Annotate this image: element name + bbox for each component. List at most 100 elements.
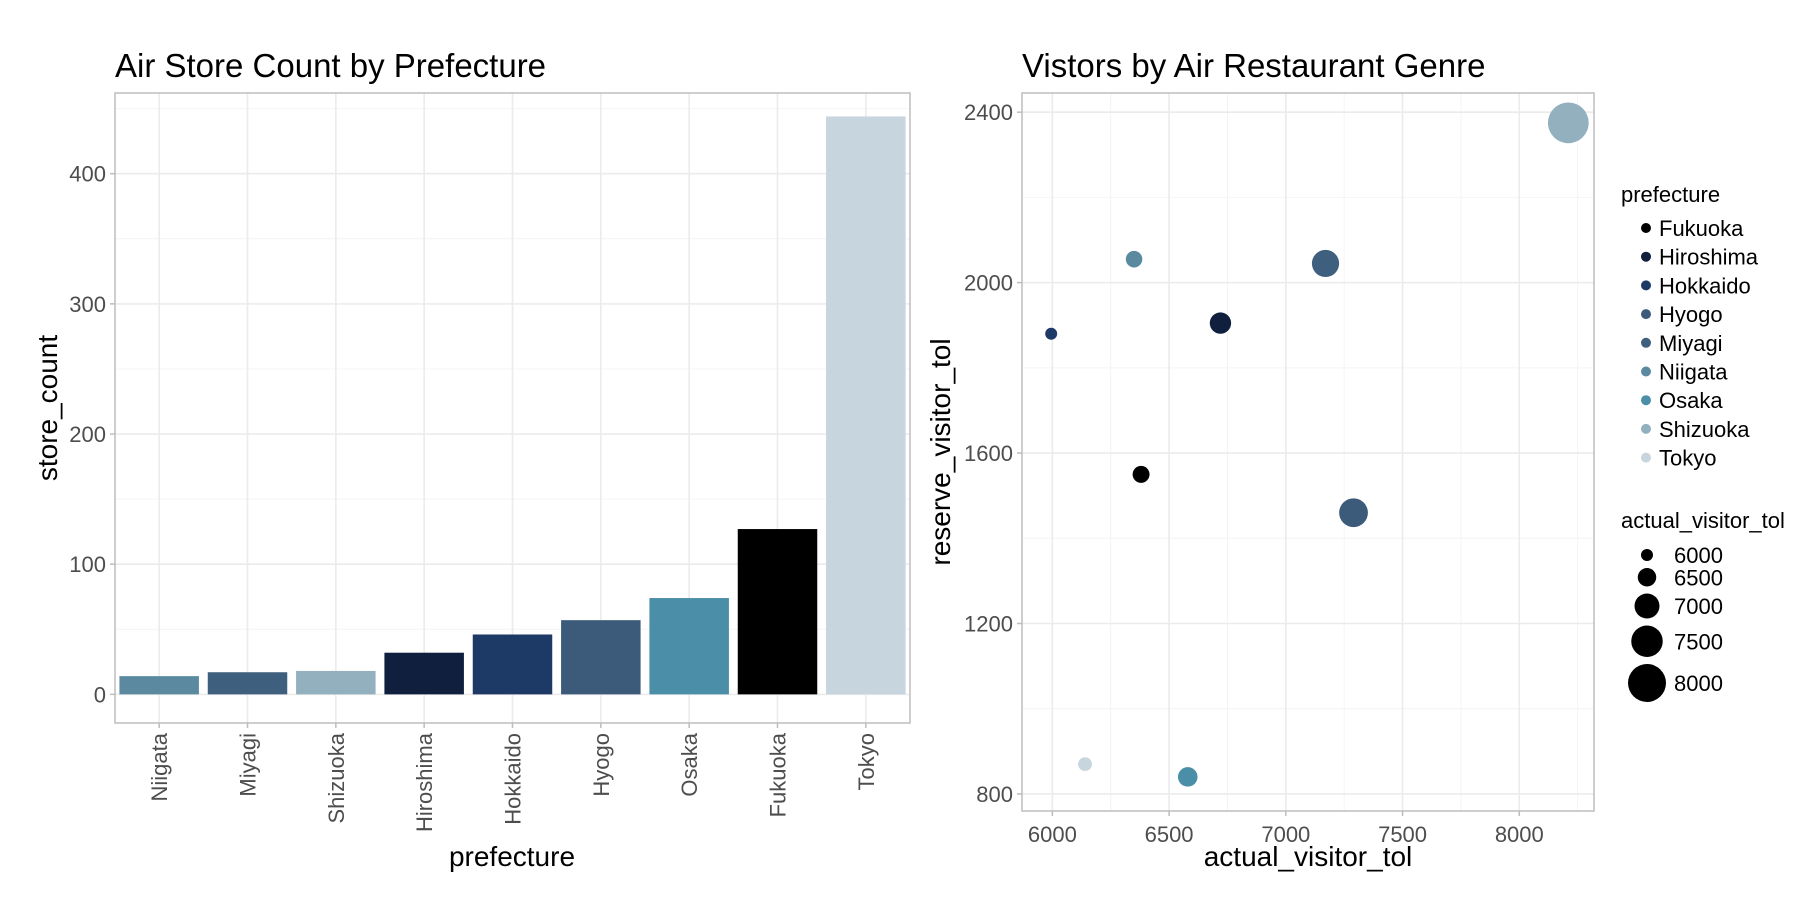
- point-shizuoka: [1547, 102, 1589, 144]
- color-legend-entries: Fukuoka Hiroshima Hokkaido Hyogo Miyagi Niiga…: [1641, 216, 1759, 471]
- size-legend-label: 6000: [1674, 543, 1723, 568]
- point-fukuoka: [1132, 465, 1150, 483]
- color-legend-swatch: [1641, 223, 1651, 233]
- bar-chart: Air Store Count by Prefecture 0 100 200 300…: [32, 47, 911, 872]
- scatter-y-tick-label: 1600: [964, 441, 1013, 466]
- color-legend-label: Shizuoka: [1659, 417, 1750, 442]
- scatter-y-axis-title: reserve_visitor_tol: [925, 338, 956, 565]
- size-legend-entry: 7500: [1631, 625, 1723, 657]
- point-niigata: [1125, 250, 1143, 268]
- bar-hokkaido: [472, 634, 553, 695]
- bar-x-tick-label: Hokkaido: [501, 733, 526, 825]
- scatter-chart: Vistors by Air Restaurant Genre 6000 6500…: [925, 47, 1595, 872]
- bar-fukuoka: [737, 529, 818, 695]
- bar-y-tick-label: 400: [69, 162, 106, 187]
- bar-x-tick-label: Niigata: [147, 732, 172, 801]
- point-hyogo: [1339, 498, 1368, 528]
- size-legend-entry: 8000: [1628, 664, 1723, 702]
- scatter-x-axis-title: actual_visitor_tol: [1204, 841, 1413, 872]
- point-osaka: [1177, 767, 1198, 787]
- size-legend-title: actual_visitor_tol: [1621, 508, 1785, 533]
- color-legend-entry: Hiroshima: [1641, 245, 1759, 270]
- scatter-y-tick-label: 2000: [964, 271, 1013, 296]
- scatter-chart-title: Vistors by Air Restaurant Genre: [1022, 47, 1485, 84]
- size-legend-entry: 6500: [1637, 565, 1723, 590]
- bar-y-tick-label: 100: [69, 552, 106, 577]
- color-legend-title: prefecture: [1621, 182, 1720, 207]
- color-legend-swatch: [1641, 251, 1651, 262]
- bar-shizuoka: [296, 670, 376, 695]
- bar-bars: [119, 116, 906, 695]
- scatter-y-tick-label: 800: [976, 782, 1013, 807]
- scatter-x-tick-label: 7500: [1378, 822, 1427, 847]
- size-legend-label: 7000: [1674, 594, 1723, 619]
- color-legend-label: Hokkaido: [1659, 273, 1751, 298]
- size-legend-entry: 6000: [1641, 543, 1723, 568]
- bar-x-tick-label: Shizuoka: [324, 732, 349, 823]
- bar-x-tick-label: Osaka: [677, 732, 702, 796]
- bar-x-tick-label: Hiroshima: [412, 732, 437, 832]
- size-legend-label: 7500: [1674, 629, 1723, 654]
- color-legend-swatch: [1641, 280, 1651, 291]
- bar-osaka: [649, 598, 729, 695]
- color-legend-label: Fukuoka: [1659, 216, 1744, 241]
- bar-x-tick-label: Hyogo: [589, 733, 614, 797]
- bar-x-tick-label: Tokyo: [854, 733, 879, 790]
- bar-hiroshima: [384, 652, 464, 695]
- bar-x-tick-label: Fukuoka: [766, 732, 791, 817]
- color-legend-swatch: [1641, 309, 1651, 320]
- size-legend-swatch: [1628, 664, 1666, 702]
- bar-niigata: [119, 676, 199, 695]
- color-legend-entry: Shizuoka: [1641, 417, 1750, 442]
- size-legend-swatch: [1637, 568, 1657, 587]
- scatter-y-tick-label: 2400: [964, 100, 1013, 125]
- point-tokyo: [1078, 757, 1092, 772]
- color-legend-swatch: [1641, 423, 1651, 434]
- color-legend-entry: Niigata: [1641, 360, 1728, 385]
- bar-ticks: 0 100 200 300 400 Niigata Miyagi Shizuoka Hirosh…: [69, 162, 879, 832]
- color-legend-label: Miyagi: [1659, 331, 1723, 356]
- scatter-x-tick-label: 8000: [1495, 822, 1544, 847]
- color-legend-label: Hiroshima: [1659, 245, 1759, 270]
- bar-y-tick-label: 200: [69, 422, 106, 447]
- size-legend-entry: 7000: [1634, 593, 1723, 619]
- size-legend-swatch: [1631, 625, 1663, 657]
- color-legend-entry: Tokyo: [1641, 446, 1716, 471]
- bar-chart-title: Air Store Count by Prefecture: [115, 47, 546, 84]
- bar-y-axis-title: store_count: [32, 335, 63, 482]
- scatter-x-tick-label: 7000: [1261, 822, 1310, 847]
- size-legend-label: 6500: [1674, 565, 1723, 590]
- size-legend-label: 8000: [1674, 671, 1723, 696]
- bar-y-tick-label: 300: [69, 292, 106, 317]
- color-legend-label: Niigata: [1659, 360, 1728, 385]
- color-legend-swatch: [1641, 395, 1651, 406]
- color-legend-entry: Hokkaido: [1641, 273, 1751, 298]
- scatter-grid: [1022, 93, 1594, 811]
- scatter-y-tick-label: 1200: [964, 612, 1013, 637]
- bar-miyagi: [207, 672, 288, 695]
- bar-tokyo: [826, 116, 906, 695]
- scatter-ticks: 6000 6500 7000 7500 8000 800 1200 1600 2000 2400: [964, 100, 1544, 847]
- color-legend-entry: Fukuoka: [1641, 216, 1744, 241]
- bar-x-tick-label: Miyagi: [236, 733, 261, 797]
- color-legend-entry: Hyogo: [1641, 302, 1723, 327]
- color-legend-swatch: [1641, 366, 1651, 377]
- point-hiroshima: [1209, 312, 1232, 334]
- color-legend-swatch: [1641, 337, 1651, 348]
- bar-hyogo: [561, 620, 641, 695]
- point-miyagi: [1311, 249, 1340, 278]
- size-legend-swatch: [1634, 593, 1660, 619]
- color-legend-label: Hyogo: [1659, 302, 1723, 327]
- size-legend-swatch: [1641, 549, 1653, 561]
- bar-y-tick-label: 0: [94, 682, 106, 707]
- color-legend-entry: Osaka: [1641, 388, 1723, 413]
- color-legend-swatch: [1641, 452, 1651, 463]
- scatter-x-tick-label: 6500: [1145, 822, 1194, 847]
- bar-x-axis-title: prefecture: [449, 841, 575, 872]
- scatter-points: [1045, 102, 1589, 787]
- color-legend-label: Osaka: [1659, 388, 1723, 413]
- color-legend-label: Tokyo: [1659, 446, 1716, 471]
